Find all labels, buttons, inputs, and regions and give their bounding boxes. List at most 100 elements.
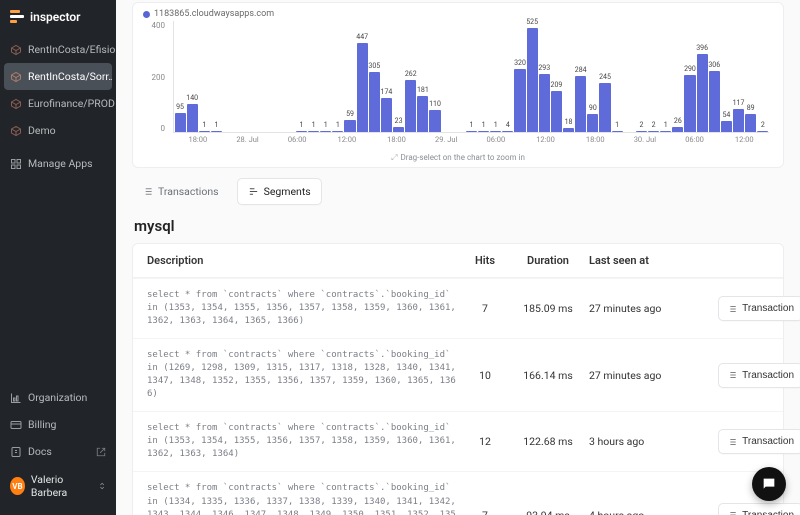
sidebar-item-manage-apps[interactable]: Manage Apps xyxy=(0,150,116,177)
bar[interactable]: 181 xyxy=(417,96,428,132)
bar-value-label: 174 xyxy=(381,88,393,96)
bar[interactable]: 90 xyxy=(587,114,598,132)
table-row: select * from `contracts` where `contrac… xyxy=(133,411,783,471)
bar[interactable]: 95 xyxy=(175,113,186,132)
chart-card: 1183865.cloudwaysapps.com 4002000 951401… xyxy=(132,2,784,168)
bar-value-label: 181 xyxy=(417,86,429,94)
sidebar-item-label: Demo xyxy=(28,124,56,137)
bar[interactable]: 209 xyxy=(551,91,562,132)
transaction-button[interactable]: Transaction xyxy=(718,296,800,321)
bar-value-label: 447 xyxy=(356,33,368,41)
bar[interactable]: 1 xyxy=(332,131,343,132)
bar[interactable]: 110 xyxy=(429,110,440,132)
list-icon xyxy=(727,370,737,380)
bar-value-label: 95 xyxy=(176,103,184,111)
sidebar-item-docs[interactable]: Docs xyxy=(0,438,116,465)
bar-value-label: 396 xyxy=(696,44,708,52)
bar[interactable]: 1 xyxy=(296,131,307,132)
bar[interactable]: 1 xyxy=(211,131,222,132)
bar[interactable]: 2 xyxy=(648,131,659,132)
bar[interactable]: 305 xyxy=(369,72,380,132)
bar[interactable]: 18 xyxy=(563,128,574,132)
brand-name: inspector xyxy=(30,10,80,24)
sidebar-item-app-3[interactable]: Demo xyxy=(0,117,116,144)
bar[interactable]: 54 xyxy=(721,121,732,132)
last-seen-value: 27 minutes ago xyxy=(589,369,689,382)
sidebar-item-label: Docs xyxy=(28,445,52,458)
bar[interactable]: 1 xyxy=(490,131,501,132)
bar-value-label: 209 xyxy=(551,81,563,89)
list-icon xyxy=(142,186,153,197)
external-link-icon xyxy=(96,447,106,457)
bar[interactable]: 174 xyxy=(381,98,392,132)
chart-legend[interactable]: 1183865.cloudwaysapps.com xyxy=(143,9,773,19)
bar[interactable]: 1 xyxy=(320,131,331,132)
sidebar-item-app-2[interactable]: Eurofinance/PROD xyxy=(0,90,116,117)
bar-value-label: 290 xyxy=(684,65,696,73)
x-axis: 18:0028. Jul06:0012:0018:0029. Jul06:001… xyxy=(173,135,769,149)
list-icon xyxy=(727,437,737,447)
transaction-button[interactable]: Transaction xyxy=(718,429,800,454)
sidebar-item-organization[interactable]: Organization xyxy=(0,384,116,411)
tab-segments[interactable]: Segments xyxy=(237,178,322,205)
bar-chart[interactable]: 4002000 95140111111594473051742326218111… xyxy=(143,21,773,149)
bar[interactable]: 396 xyxy=(697,54,708,132)
bar-value-label: 1 xyxy=(615,121,619,129)
last-seen-value: 3 hours ago xyxy=(589,435,689,448)
bar[interactable]: 89 xyxy=(745,114,756,132)
transaction-button[interactable]: Transaction xyxy=(718,503,800,515)
app-nav: RentInCosta/Efisio RentInCosta/Sorr… Eur… xyxy=(0,36,116,177)
sidebar: inspector RentInCosta/Efisio RentInCosta… xyxy=(0,0,116,515)
package-icon xyxy=(10,125,22,137)
bar[interactable]: 1 xyxy=(660,131,671,132)
section-title: mysql xyxy=(134,217,784,235)
bar[interactable]: 23 xyxy=(393,127,404,132)
bar-value-label: 54 xyxy=(722,111,730,119)
bar[interactable]: 59 xyxy=(344,120,355,132)
bar[interactable]: 2 xyxy=(636,131,647,132)
bar[interactable]: 140 xyxy=(187,104,198,132)
bar[interactable]: 525 xyxy=(527,28,538,132)
bar[interactable]: 1 xyxy=(478,131,489,132)
bar[interactable]: 320 xyxy=(514,69,525,132)
brand[interactable]: inspector xyxy=(0,0,116,36)
bar-value-label: 1 xyxy=(300,121,304,129)
bar[interactable]: 284 xyxy=(575,76,586,132)
package-icon xyxy=(10,71,22,83)
duration-value: 185.09 ms xyxy=(513,302,583,315)
transaction-button[interactable]: Transaction xyxy=(718,363,800,388)
col-hits: Hits xyxy=(463,254,507,267)
bar[interactable]: 4 xyxy=(502,131,513,132)
bar[interactable]: 262 xyxy=(405,80,416,132)
button-label: Transaction xyxy=(742,510,794,515)
bar[interactable]: 293 xyxy=(539,74,550,132)
tab-transactions[interactable]: Transactions xyxy=(132,179,229,204)
queries-table: Description Hits Duration Last seen at s… xyxy=(132,243,784,515)
bar[interactable]: 290 xyxy=(684,75,695,132)
bar[interactable]: 26 xyxy=(672,127,683,132)
bar[interactable]: 245 xyxy=(599,83,610,132)
sidebar-item-app-0[interactable]: RentInCosta/Efisio xyxy=(0,36,116,63)
grid-icon xyxy=(10,158,22,170)
bar-value-label: 1 xyxy=(324,121,328,129)
help-icon xyxy=(10,446,22,458)
legend-label: 1183865.cloudwaysapps.com xyxy=(154,9,274,19)
bar[interactable]: 1 xyxy=(308,131,319,132)
bar[interactable]: 2 xyxy=(757,131,768,132)
bar[interactable]: 447 xyxy=(357,43,368,132)
bar-value-label: 2 xyxy=(761,121,765,129)
hits-value: 7 xyxy=(463,302,507,315)
chat-fab[interactable] xyxy=(752,467,786,501)
sidebar-item-billing[interactable]: Billing xyxy=(0,411,116,438)
bar[interactable]: 117 xyxy=(733,109,744,132)
bar[interactable]: 1 xyxy=(466,131,477,132)
avatar: VB xyxy=(10,477,25,495)
sidebar-item-app-1[interactable]: RentInCosta/Sorr… xyxy=(4,63,112,90)
bar-value-label: 1 xyxy=(312,121,316,129)
bar[interactable]: 1 xyxy=(612,131,623,132)
bar[interactable]: 306 xyxy=(709,71,720,132)
chevron-up-down-icon xyxy=(98,481,106,491)
bar[interactable]: 1 xyxy=(199,131,210,132)
duration-value: 93.94 ms xyxy=(513,509,583,515)
user-menu[interactable]: VB Valerio Barbera xyxy=(0,465,116,507)
